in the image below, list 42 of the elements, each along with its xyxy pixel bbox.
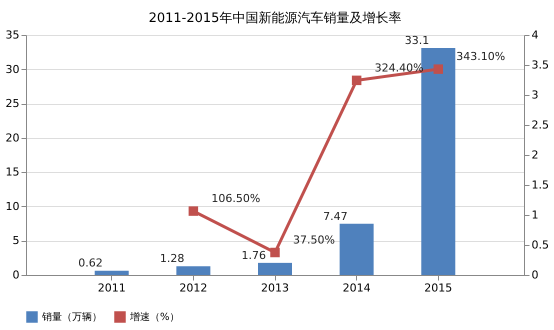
y2-tick-label: 4 [532, 28, 538, 42]
y-tick-label: 5 [12, 234, 20, 248]
data-label: 343.10% [456, 50, 506, 64]
bar [258, 262, 292, 275]
x-tick-label: 2014 [342, 282, 371, 294]
data-label: 37.50% [293, 234, 335, 246]
y-tick-label: 20 [6, 131, 20, 144]
bar [176, 266, 210, 275]
data-label: 7.47 [323, 210, 348, 223]
point [188, 206, 198, 216]
x-tick-label: 2015 [424, 282, 452, 294]
data-label: 106.50% [211, 192, 260, 206]
point [434, 64, 444, 74]
bar [340, 224, 374, 275]
y2-tick-label: 3 [532, 88, 538, 102]
y2-tick-label: 2 [532, 148, 538, 162]
y-tick-label: 35 [6, 28, 20, 42]
y2-tick-label: 0 [532, 268, 538, 282]
y-tick-label: 10 [6, 200, 20, 213]
legend-label: 销量（万辆） [41, 311, 102, 323]
data-label: 33.1 [404, 34, 430, 48]
data-label: 1.28 [160, 252, 184, 266]
y2-tick-label: 2.5 [532, 118, 549, 132]
y2-tick-label: 3.5 [532, 58, 549, 72]
y2-tick-label: 1 [532, 208, 538, 222]
y-tick-label: 25 [6, 97, 20, 110]
x-tick-label: 2011 [98, 282, 126, 294]
y2-tick-label: 0.5 [532, 238, 549, 252]
y-tick-label: 30 [6, 62, 20, 76]
chart-title: 2011-2015年中国新能源汽车销量及增长率 [148, 10, 402, 26]
data-label: 1.76 [242, 248, 266, 262]
x-tick-label: 2012 [179, 282, 208, 294]
data-label: 0.62 [78, 256, 103, 270]
bar [94, 270, 129, 275]
x-tick-label: 2013 [261, 282, 289, 294]
legend-label: 增速（%） [129, 311, 180, 323]
bar [421, 48, 456, 275]
point [352, 76, 362, 86]
point [270, 248, 280, 258]
y-tick-label: 15 [6, 166, 20, 179]
y-tick-label: 0 [12, 268, 20, 282]
y2-tick-label: 1.5 [532, 178, 549, 192]
